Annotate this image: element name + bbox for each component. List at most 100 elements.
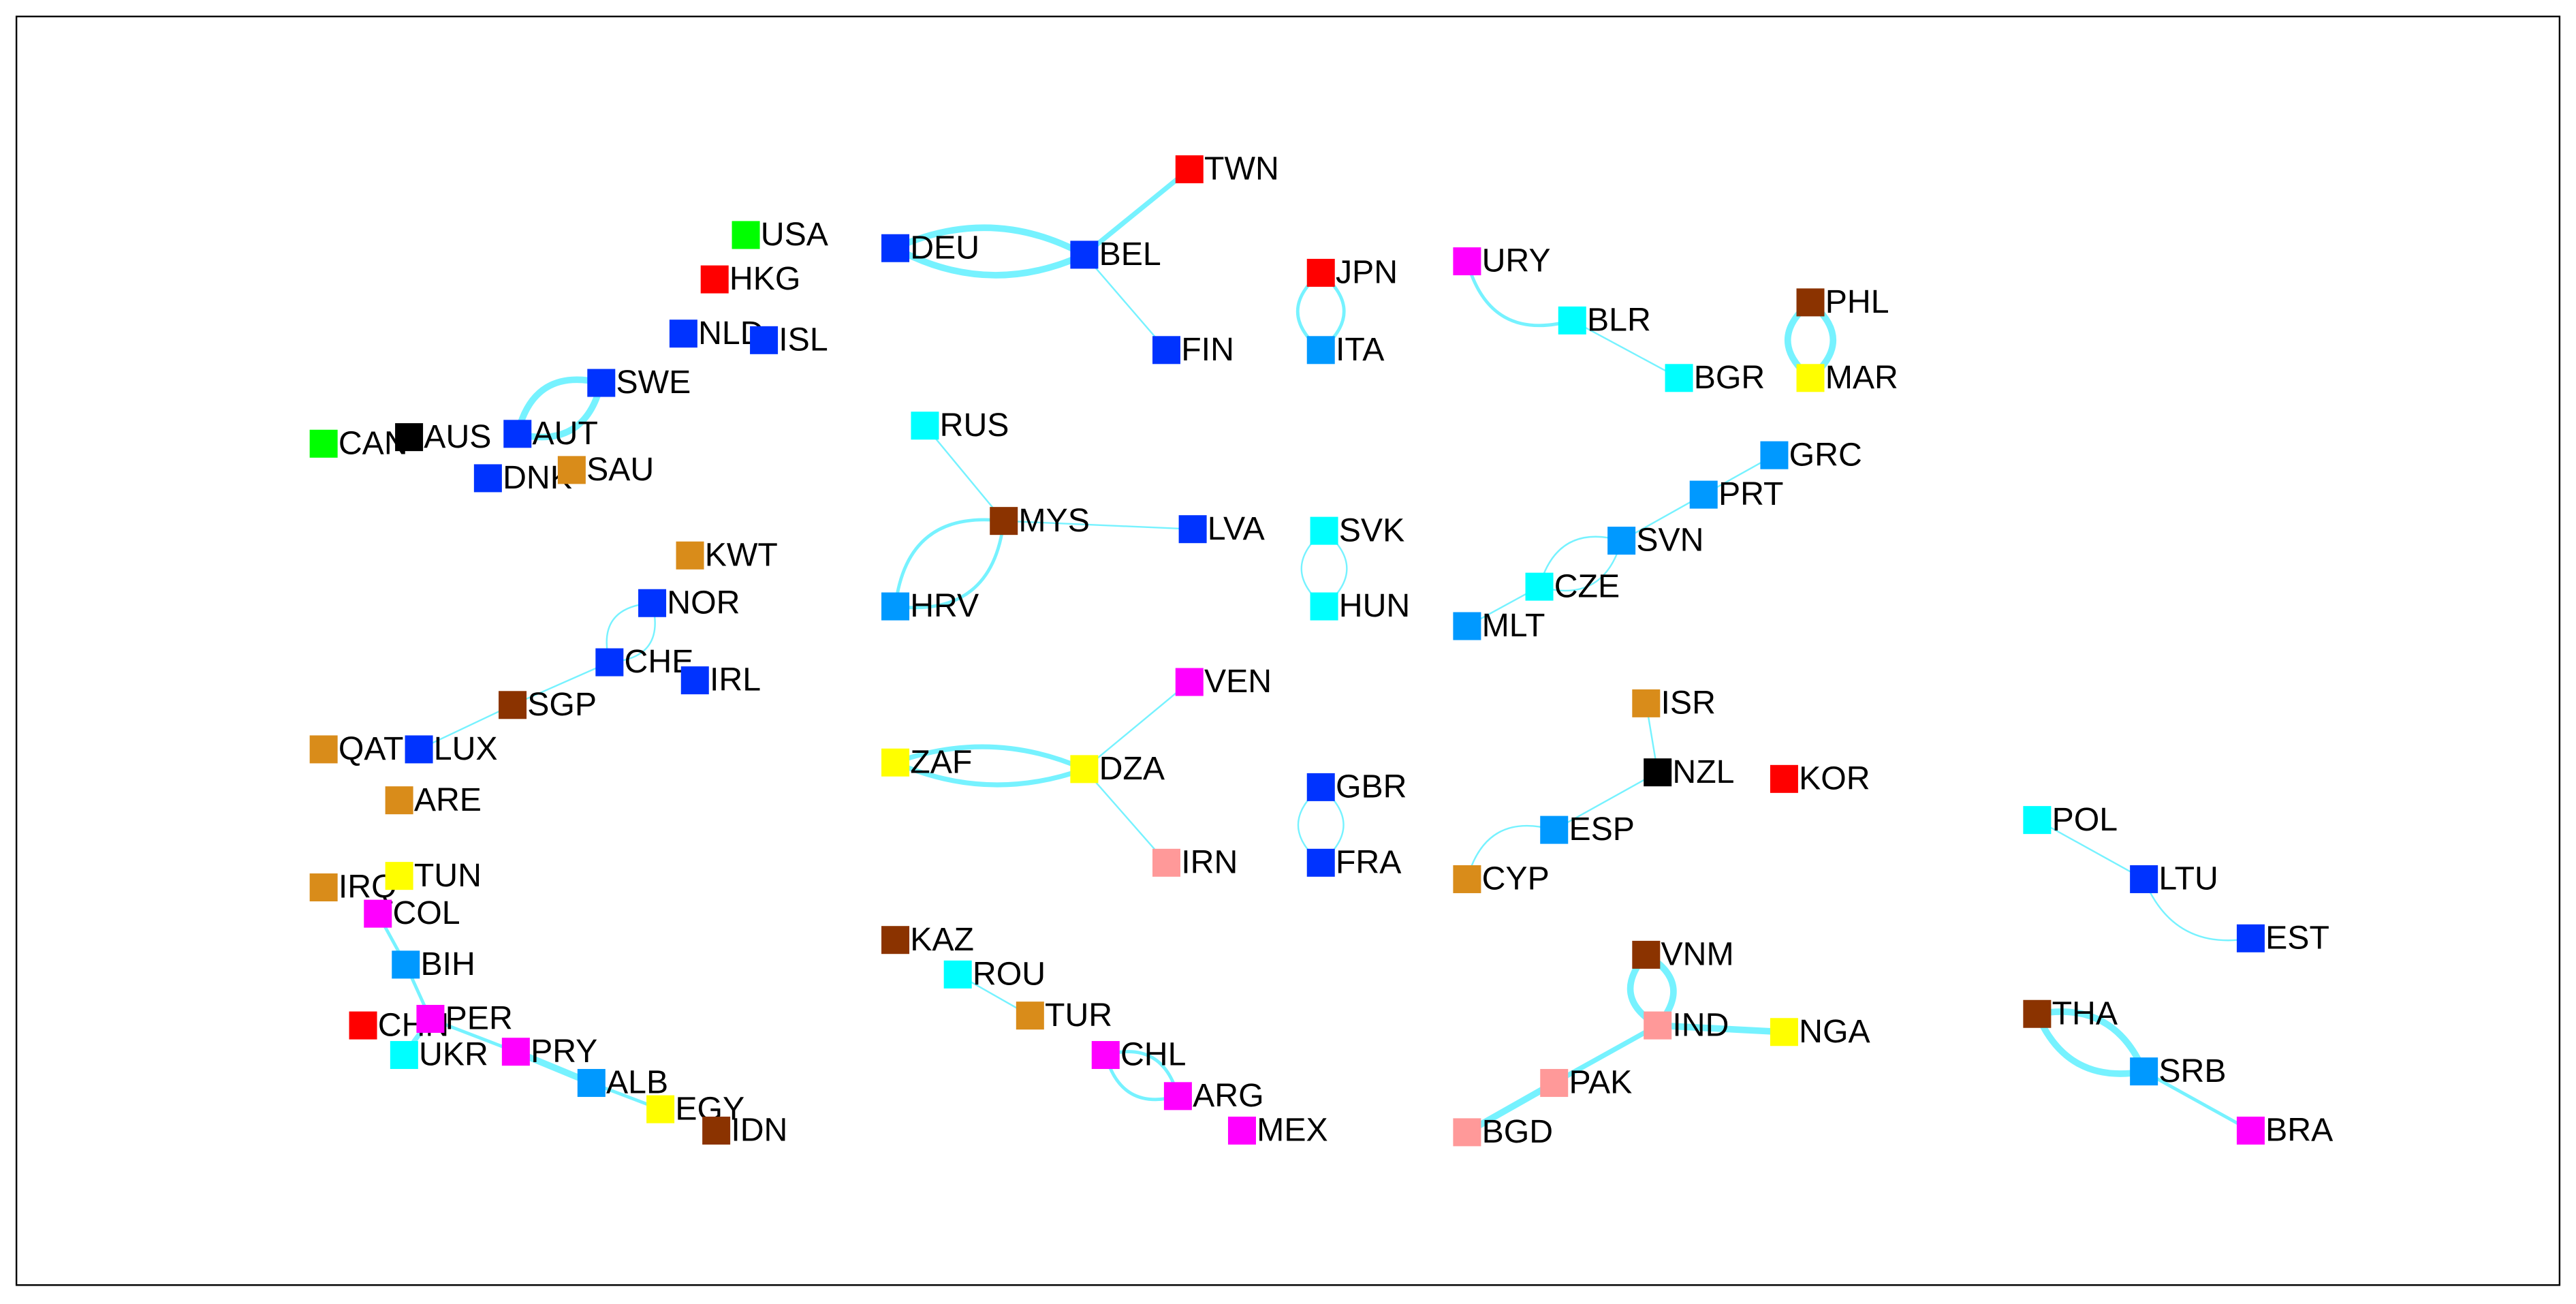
node [1175, 668, 1204, 696]
node-label: SVN [1636, 522, 1703, 559]
node-label: EST [2265, 919, 2329, 956]
node-label: LUX [434, 730, 498, 767]
node-label: GBR [1336, 769, 1407, 805]
node-label: MYS [1018, 502, 1090, 539]
edge [894, 518, 1005, 607]
node [1689, 480, 1718, 509]
node-label: VEN [1204, 663, 1272, 700]
node-label: BEL [1099, 236, 1161, 273]
node-label: AUS [424, 418, 491, 455]
node-label: NGA [1799, 1013, 1870, 1050]
node-label: NZL [1672, 754, 1734, 790]
node-label: ESP [1569, 811, 1635, 848]
node-label: ZAF [910, 743, 972, 780]
edge [895, 521, 1006, 610]
node [385, 862, 413, 890]
node-label: IDN [731, 1112, 787, 1149]
node [1760, 441, 1789, 469]
node-label: CYP [1482, 860, 1550, 897]
node-label: SGP [527, 686, 597, 723]
node-label: UKR [419, 1036, 488, 1073]
node-label: FRA [1336, 843, 1402, 880]
edge [2143, 878, 2251, 942]
node [1644, 1011, 1672, 1040]
node [700, 265, 729, 294]
node-label: CZE [1554, 568, 1620, 604]
node [1796, 364, 1825, 392]
node [911, 412, 939, 440]
node-label: HRV [910, 587, 979, 624]
edge [1466, 824, 1555, 880]
node [1453, 612, 1481, 640]
node [1453, 1118, 1481, 1147]
edge [894, 760, 1086, 788]
node [1770, 1018, 1798, 1046]
node [1310, 516, 1338, 545]
node [1770, 764, 1798, 793]
node-label: BGD [1482, 1113, 1554, 1150]
node-label: TUR [1045, 997, 1112, 1034]
node [1091, 1041, 1120, 1070]
node [2236, 924, 2265, 952]
node [1227, 1116, 1256, 1145]
node [501, 1038, 530, 1066]
node [1607, 527, 1636, 555]
node [557, 456, 586, 484]
node-label: TWN [1204, 151, 1279, 187]
node [385, 786, 413, 815]
node-label: DZA [1099, 750, 1165, 787]
node-label: SVK [1339, 512, 1404, 548]
node [881, 748, 910, 777]
node [646, 1095, 675, 1123]
node [1525, 572, 1554, 601]
node [1175, 155, 1204, 183]
node [2130, 1057, 2158, 1086]
node [1016, 1002, 1044, 1030]
node-label: DEU [910, 229, 979, 266]
node [881, 592, 910, 621]
node-label: ISR [1661, 685, 1716, 721]
node-label: PRT [1718, 476, 1784, 512]
node-label: SAU [586, 451, 654, 488]
node [676, 541, 704, 570]
edge [2037, 1008, 2148, 1073]
edge [2034, 1012, 2145, 1077]
node [732, 221, 760, 249]
node-label: ISL [779, 321, 828, 358]
node [669, 320, 697, 348]
node-label: ARE [414, 781, 482, 818]
node [1453, 247, 1481, 276]
node-label: ITA [1336, 331, 1385, 368]
node [416, 1004, 445, 1033]
node [395, 423, 424, 452]
node [503, 420, 532, 448]
node-label: AUT [532, 415, 597, 452]
node-label: COL [392, 895, 460, 931]
node [2236, 1116, 2265, 1145]
node-label: TUN [414, 857, 482, 894]
edge [1003, 520, 1193, 530]
node-label: LTU [2158, 860, 2218, 897]
node [1306, 258, 1335, 287]
node-label: IND [1672, 1006, 1729, 1043]
node-label: RUS [940, 407, 1009, 444]
node-label: PRY [531, 1033, 597, 1070]
node-label: BIH [420, 946, 475, 982]
node-label: ARG [1193, 1077, 1264, 1114]
node-label: THA [2052, 995, 2118, 1031]
node [990, 507, 1018, 535]
edge [1538, 535, 1622, 587]
node-label: FIN [1181, 331, 1234, 368]
node [1152, 336, 1181, 364]
node [881, 234, 910, 262]
node-label: CHL [1120, 1036, 1186, 1073]
node-label: VNM [1661, 936, 1734, 973]
node [1453, 865, 1481, 893]
node-label: URY [1482, 243, 1551, 279]
node [499, 691, 527, 719]
edge [894, 245, 1086, 279]
node [577, 1069, 606, 1098]
node [680, 666, 709, 695]
node-label: KAZ [910, 921, 974, 958]
node-label: KOR [1799, 760, 1870, 796]
